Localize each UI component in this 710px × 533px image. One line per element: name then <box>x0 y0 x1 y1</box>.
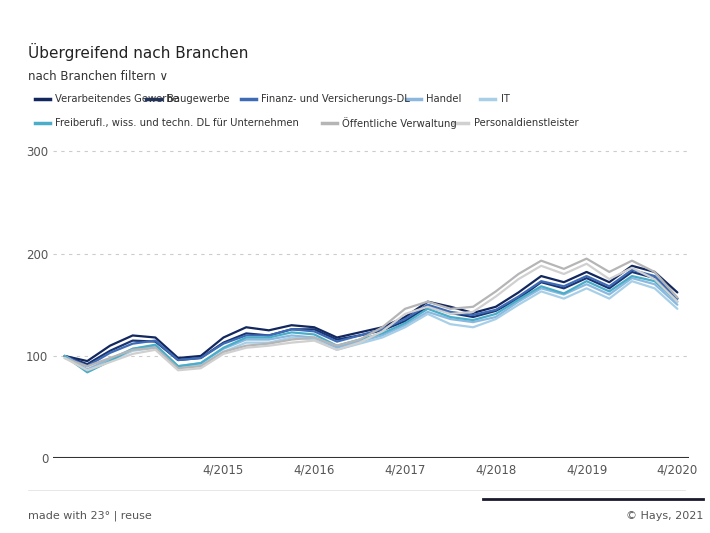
Text: Verarbeitendes Gewerbe: Verarbeitendes Gewerbe <box>55 94 179 104</box>
Text: Freiberufl., wiss. und techn. DL für Unternehmen: Freiberufl., wiss. und techn. DL für Unt… <box>55 118 299 128</box>
Text: Übergreifend nach Branchen: Übergreifend nach Branchen <box>28 43 248 61</box>
Text: made with 23° | reuse: made with 23° | reuse <box>28 511 152 521</box>
Text: Handel: Handel <box>426 94 462 104</box>
Text: Baugewerbe: Baugewerbe <box>167 94 229 104</box>
Text: Öffentliche Verwaltung: Öffentliche Verwaltung <box>342 117 457 128</box>
Text: IT: IT <box>501 94 510 104</box>
Text: Finanz- und Versicherungs-DL: Finanz- und Versicherungs-DL <box>261 94 410 104</box>
Text: nach Branchen filtern ∨: nach Branchen filtern ∨ <box>28 70 168 83</box>
Text: HAYS-FACHKRÄFTE-INDEX DEUTSCHLAND: HAYS-FACHKRÄFTE-INDEX DEUTSCHLAND <box>13 14 387 29</box>
Text: © Hays, 2021: © Hays, 2021 <box>626 511 703 521</box>
Text: Personaldienstleister: Personaldienstleister <box>474 118 578 128</box>
